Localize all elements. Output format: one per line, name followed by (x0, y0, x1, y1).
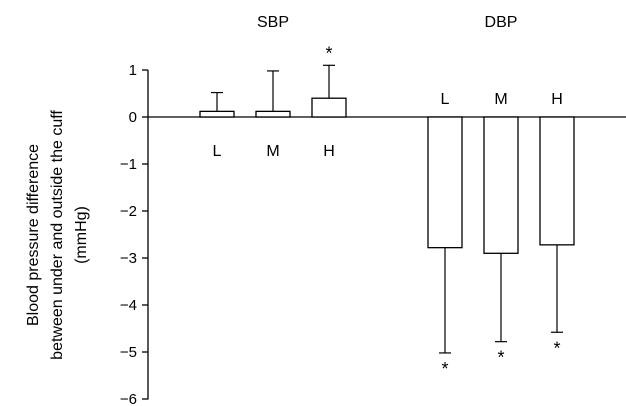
y-axis-ticks: 1 0 −1 −2 −3 −4 −5 −6 (120, 62, 148, 406)
significance-marker: * (497, 348, 504, 368)
y-tick-label: 1 (129, 62, 137, 79)
y-tick-label: −4 (120, 297, 137, 314)
bar (427, 116, 463, 249)
y-tick-label: 0 (129, 109, 137, 126)
bar (539, 116, 575, 246)
y-tick-label: −6 (120, 391, 137, 406)
y-axis-label: Blood pressure difference between under a… (25, 110, 90, 360)
y-tick-label: −3 (120, 250, 137, 267)
bars (199, 64, 575, 354)
category-label: H (551, 91, 563, 108)
y-axis-label-line: between under and outside the cuff (49, 110, 66, 360)
significance-marker: * (325, 43, 332, 63)
category-label: L (213, 143, 222, 160)
bar (255, 110, 291, 118)
significance-marker: * (553, 338, 560, 358)
y-axis-label-line: (mmHg) (73, 206, 90, 264)
y-tick-label: −1 (120, 156, 137, 173)
chart-labels: SBP L M H * DBP L * M * H * (213, 14, 563, 379)
y-tick-label: −2 (120, 203, 137, 220)
group-title: DBP (485, 14, 518, 31)
y-axis-label-line: Blood pressure difference (25, 144, 42, 326)
bar (311, 97, 347, 118)
y-tick-label: −5 (120, 344, 137, 361)
category-label: L (441, 91, 450, 108)
bar (199, 110, 235, 118)
significance-marker: * (441, 359, 448, 379)
group-title: SBP (257, 14, 289, 31)
bar (483, 116, 519, 254)
category-label: M (494, 91, 507, 108)
category-label: M (266, 143, 279, 160)
category-label: H (323, 143, 335, 160)
